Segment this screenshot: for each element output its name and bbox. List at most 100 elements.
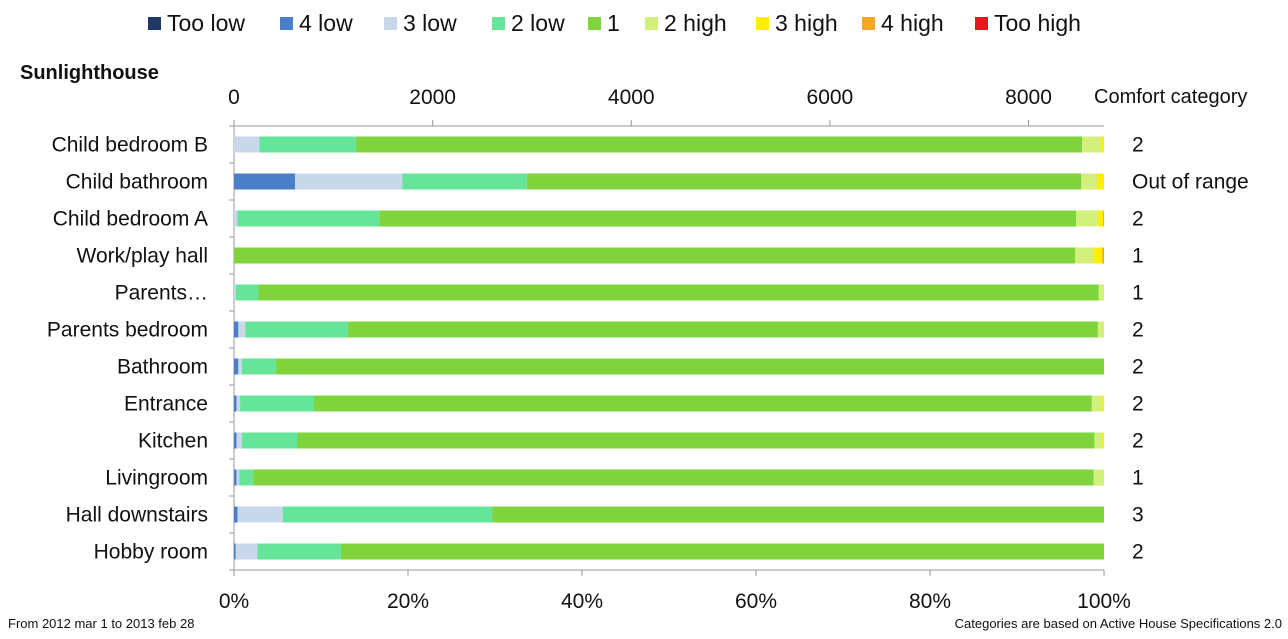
- bar-segment: [234, 136, 260, 153]
- top-axis-tick-label: 0: [228, 86, 240, 109]
- top-axis-tick-label: 4000: [608, 86, 655, 109]
- bar-segment: [282, 506, 493, 523]
- legend-item: Too low: [148, 6, 245, 40]
- chart-title: Sunlighthouse: [20, 62, 159, 84]
- bottom-axis-tick-label: 60%: [735, 590, 777, 613]
- legend-label: 3 low: [403, 9, 457, 36]
- legend-swatch: [384, 16, 397, 30]
- legend-item: 1: [588, 6, 620, 40]
- bottom-axis-tick-label: 80%: [909, 590, 951, 613]
- legend-label: Too high: [994, 9, 1081, 36]
- source-note: Categories are based on Active House Spe…: [954, 616, 1282, 631]
- bar-segment: [234, 321, 239, 338]
- bar-segment: [1093, 469, 1104, 486]
- legend-item: 3 low: [384, 6, 457, 40]
- bar-segment: [297, 432, 1095, 449]
- bar-segment: [1081, 173, 1098, 190]
- bar-segment: [238, 358, 242, 375]
- legend-item: 3 high: [756, 6, 838, 40]
- bar-segment: [356, 136, 1083, 153]
- legend-swatch: [756, 16, 769, 30]
- bottom-axis-tick-label: 20%: [387, 590, 429, 613]
- bar-segment: [239, 469, 254, 486]
- bottom-axis-tick-label: 40%: [561, 590, 603, 613]
- comfort-category-value: 1: [1132, 467, 1144, 490]
- category-label: Parents…: [115, 282, 208, 305]
- bar-segment: [314, 395, 1092, 412]
- bar-segment: [236, 469, 240, 486]
- comfort-category-value: 2: [1132, 356, 1144, 379]
- category-label: Kitchen: [138, 430, 208, 453]
- legend-swatch: [588, 16, 601, 30]
- bar-segment: [253, 469, 1094, 486]
- category-label: Parents bedroom: [47, 319, 208, 342]
- bar-segment: [402, 173, 527, 190]
- category-label: Child bedroom A: [53, 208, 208, 231]
- comfort-category-value: 1: [1132, 282, 1144, 305]
- legend-item: 2 high: [645, 6, 727, 40]
- bar-segment: [257, 543, 342, 560]
- bar-segment: [1102, 247, 1104, 264]
- bar-segment: [234, 469, 237, 486]
- bar-segment: [295, 173, 403, 190]
- comfort-category-value: 2: [1132, 393, 1144, 416]
- bottom-axis-tick-label: 0%: [219, 590, 249, 613]
- bar-segment: [1101, 136, 1104, 153]
- category-label: Child bedroom B: [52, 134, 208, 157]
- bar-segment: [241, 358, 276, 375]
- bar-segment: [245, 321, 349, 338]
- comfort-category-value: Out of range: [1132, 171, 1249, 194]
- category-label: Entrance: [124, 393, 208, 416]
- bar-segment: [1082, 136, 1102, 153]
- bar-segment: [234, 506, 238, 523]
- comfort-category-value: 2: [1132, 208, 1144, 231]
- legend-item: 4 high: [862, 6, 944, 40]
- legend-label: 3 high: [775, 9, 838, 36]
- legend-label: 1: [607, 9, 620, 36]
- legend-label: 2 low: [511, 9, 565, 36]
- bar-segment: [1094, 432, 1103, 449]
- category-label: Hall downstairs: [66, 504, 208, 527]
- comfort-category-value: 3: [1132, 504, 1144, 527]
- bar-segment: [234, 247, 1076, 264]
- bar-segment: [1098, 284, 1104, 301]
- bar-segment: [241, 432, 298, 449]
- bar-segment: [234, 395, 237, 412]
- legend-swatch: [975, 16, 988, 30]
- bar-segment: [1097, 321, 1104, 338]
- bar-segment: [348, 321, 1098, 338]
- bar-segment: [234, 358, 239, 375]
- bar-segment: [234, 543, 236, 560]
- bar-segment: [341, 543, 1104, 560]
- bar-segment: [237, 210, 380, 227]
- bar-segment: [234, 432, 237, 449]
- top-axis-tick-label: 6000: [807, 86, 854, 109]
- top-axis-tick-label: 2000: [409, 86, 456, 109]
- legend-swatch: [645, 16, 658, 30]
- category-label: Livingroom: [105, 467, 208, 490]
- bar-segment: [236, 395, 241, 412]
- bar-segment: [1093, 247, 1103, 264]
- comfort-category-value: 1: [1132, 245, 1144, 268]
- bar-segment: [1091, 395, 1103, 412]
- bar-segment: [240, 395, 315, 412]
- bar-segment: [1102, 432, 1104, 449]
- bar-segment: [234, 173, 296, 190]
- bar-segment: [1102, 395, 1104, 412]
- chart-legend: Too low 4 low 3 low 2 low 1 2 high 3 high 4 hig…: [0, 6, 1110, 40]
- bar-segment: [1075, 247, 1094, 264]
- bar-segment: [259, 136, 357, 153]
- bar-segment: [492, 506, 1104, 523]
- category-label: Work/play hall: [77, 245, 209, 268]
- bar-segment: [379, 210, 1077, 227]
- bottom-axis-tick-label: 100%: [1077, 590, 1131, 613]
- legend-swatch: [148, 16, 161, 30]
- bar-segment: [238, 321, 246, 338]
- comfort-category-value: 2: [1132, 430, 1144, 453]
- date-range-note: From 2012 mar 1 to 2013 feb 28: [8, 616, 195, 631]
- category-label: Child bathroom: [66, 171, 208, 194]
- bar-segment: [234, 284, 236, 301]
- bar-segment: [275, 358, 1104, 375]
- bar-segment: [526, 173, 1082, 190]
- bar-segment: [1097, 210, 1104, 227]
